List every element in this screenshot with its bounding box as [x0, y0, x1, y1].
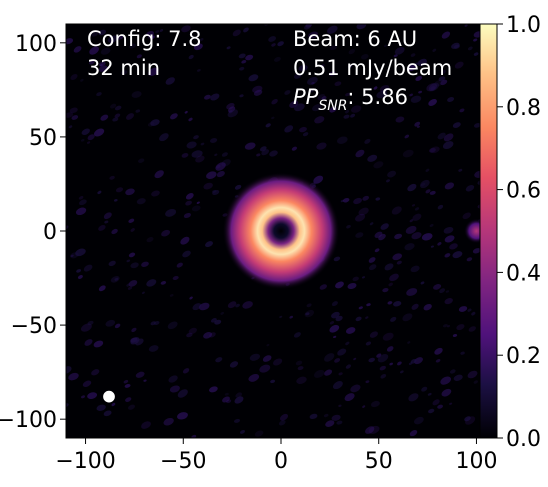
x-tick-label: 0	[274, 449, 288, 474]
beam-text: Beam: 6 AU	[293, 27, 417, 51]
colorbar-tick-label: 0.4	[506, 261, 541, 286]
y-tick-label: −50	[11, 314, 57, 339]
y-axis: 100 50 0 −50 −100	[0, 32, 66, 433]
colorbar-tick-label: 0.0	[506, 427, 541, 452]
noise-text: 0.51 mJy/beam	[293, 56, 452, 80]
ring-emission	[222, 172, 340, 290]
x-tick-label: −100	[55, 449, 115, 474]
colorbar-ticks: 1.0 0.8 0.6 0.4 0.2 0.0	[497, 13, 541, 452]
y-tick-label: 100	[15, 32, 57, 57]
colorbar-tick-label: 0.8	[506, 96, 541, 121]
pp-label: PP	[293, 85, 319, 109]
colorbar-tick-label: 1.0	[506, 13, 541, 38]
pp-subscript: SNR	[318, 98, 347, 114]
y-tick-label: 50	[29, 126, 57, 151]
y-tick-label: −100	[0, 408, 57, 433]
plot-area	[65, 23, 497, 439]
y-tick-label: 0	[43, 220, 57, 245]
time-text: 32 min	[87, 56, 160, 80]
config-text: Config: 7.8	[87, 27, 202, 51]
noise-layer	[66, 24, 496, 438]
x-tick-label: 100	[455, 449, 497, 474]
annotations: Config: 7.8 32 min Beam: 6 AU 0.51 mJy/b…	[87, 27, 452, 114]
beam-marker	[103, 390, 115, 403]
x-axis: −100 −50 0 50 100	[55, 438, 497, 474]
x-tick-label: −50	[160, 449, 206, 474]
pp-snr-text: PPSNR: 5.86	[293, 85, 408, 114]
x-tick-label: 50	[365, 449, 393, 474]
colorbar-gradient	[479, 23, 498, 439]
pp-value: : 5.86	[347, 85, 408, 109]
colorbar-tick-label: 0.6	[506, 179, 541, 204]
colorbar-tick-label: 0.2	[506, 344, 541, 369]
colorbar: 1.0 0.8 0.6 0.4 0.2 0.0	[479, 13, 541, 452]
